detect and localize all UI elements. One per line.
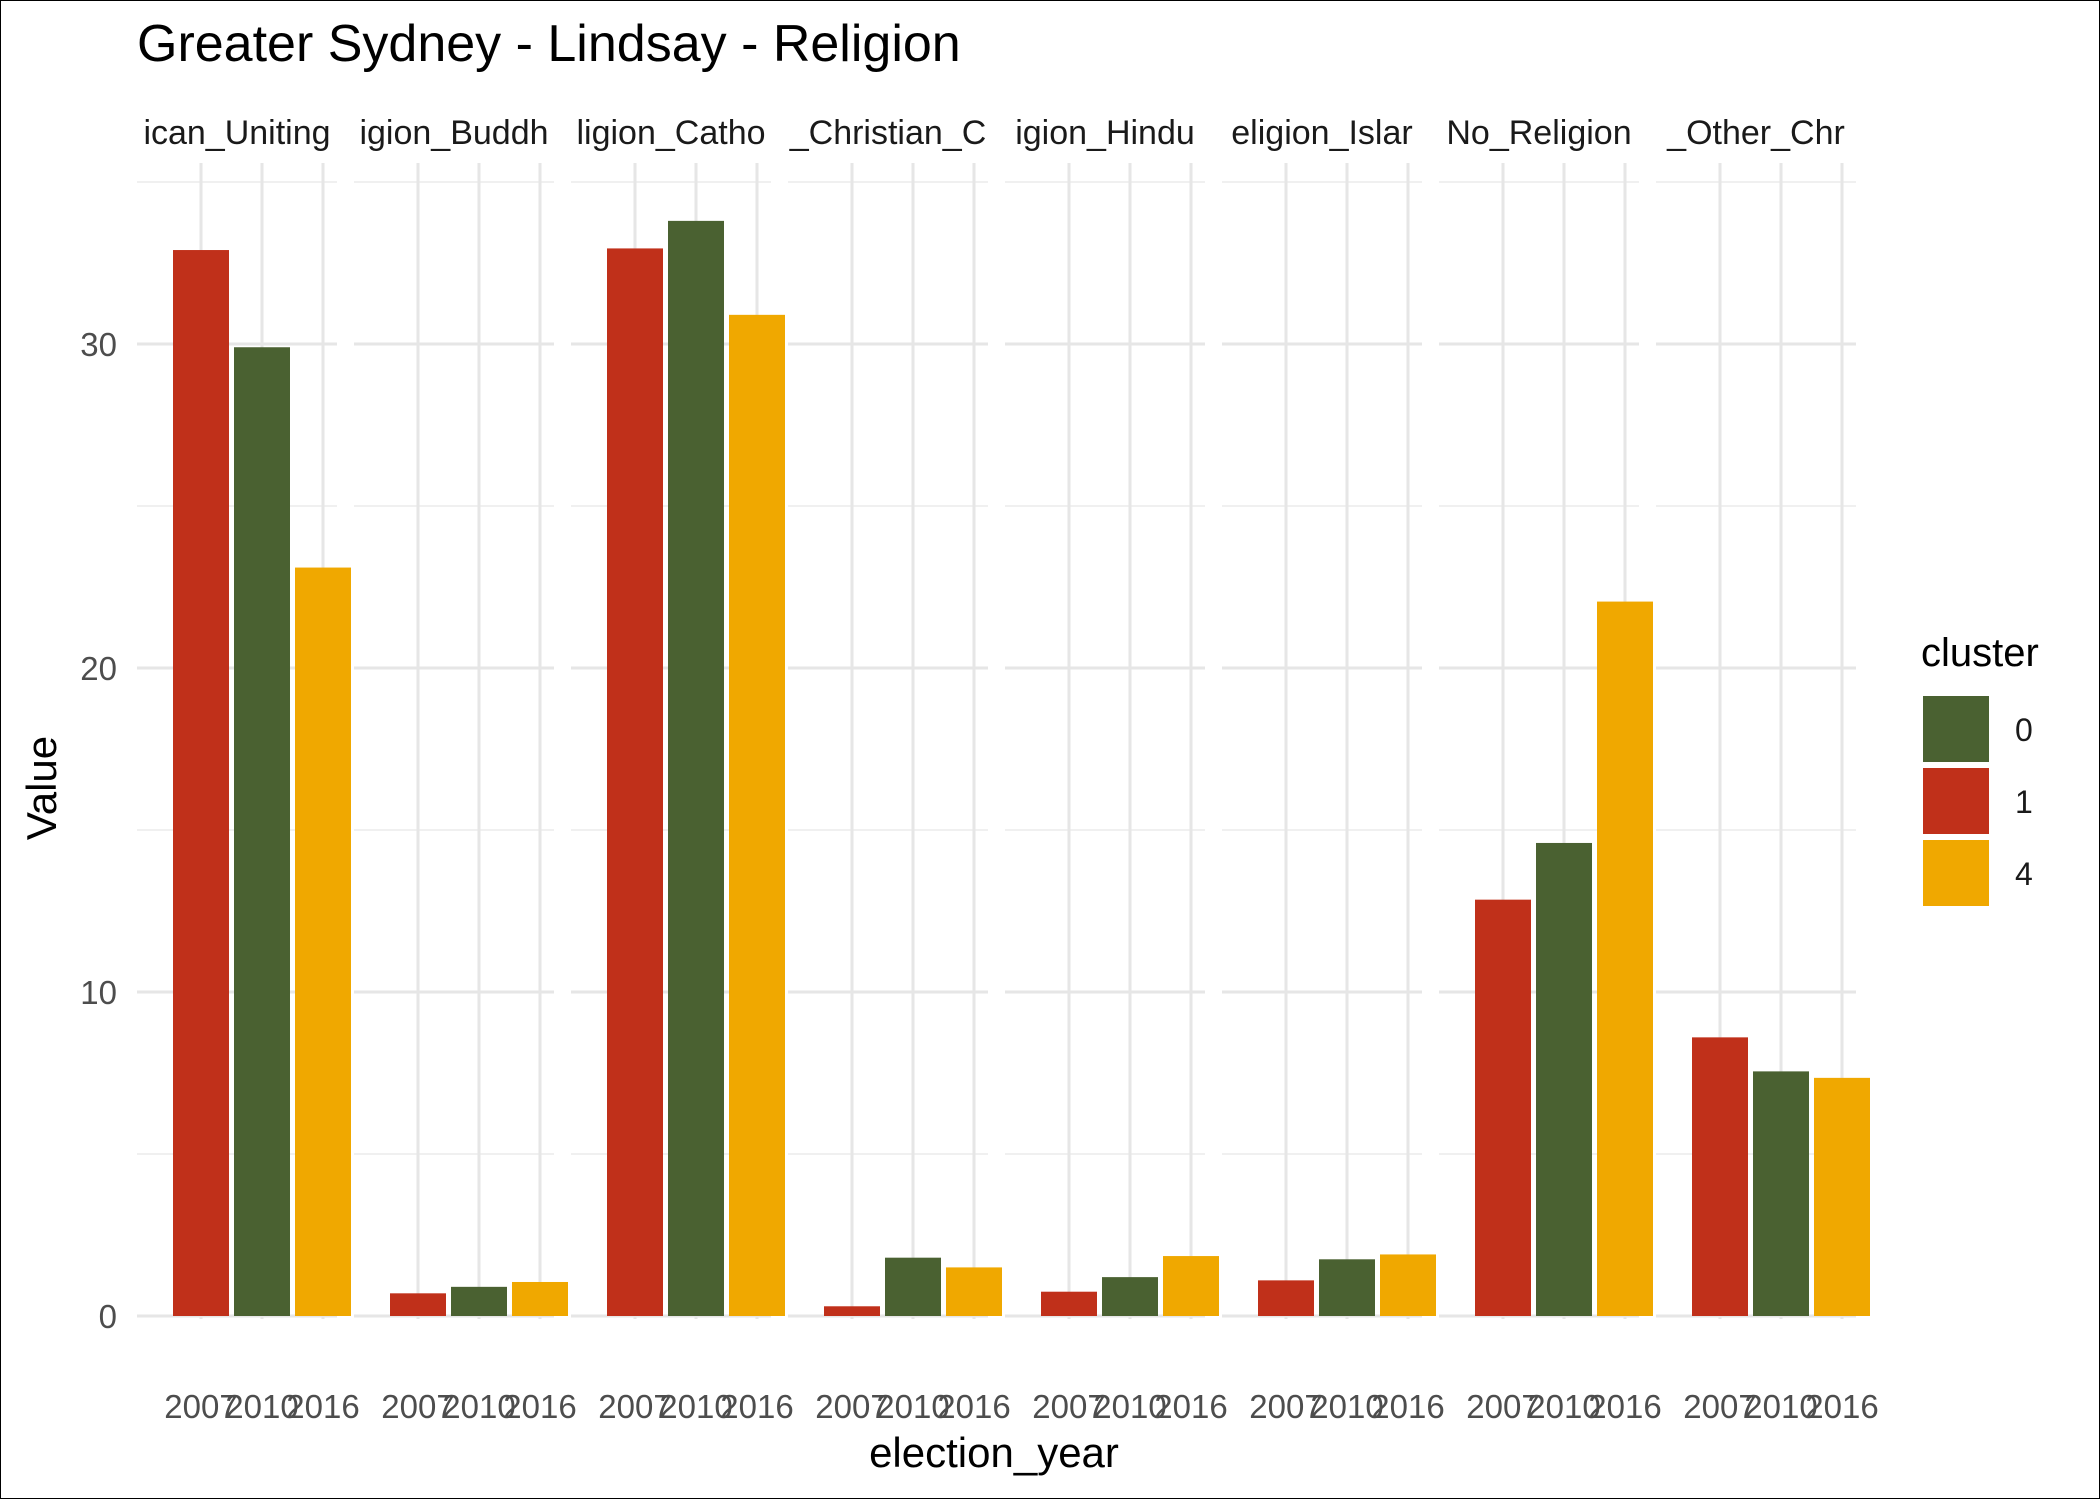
bar: [1475, 899, 1531, 1316]
y-tick-label: 20: [80, 650, 117, 687]
y-tick-label: 30: [80, 326, 117, 363]
facet-strip-label: _Other_Chr: [1666, 114, 1845, 152]
x-axis-title: election_year: [869, 1429, 1119, 1476]
bar: [1380, 1254, 1436, 1316]
bar: [668, 220, 724, 1316]
x-tick-label: 2016: [286, 1388, 359, 1425]
facet-strip-label: igion_Buddh: [359, 114, 548, 152]
x-tick-label: 2007: [1032, 1388, 1105, 1425]
bar: [1163, 1256, 1219, 1316]
legend-key-swatch: [1923, 696, 1989, 762]
x-tick-label: 2010: [1527, 1388, 1600, 1425]
x-tick-label: 2007: [164, 1388, 237, 1425]
legend-key-swatch: [1923, 768, 1989, 834]
facet-strip-label: eligion_Islar: [1231, 114, 1412, 152]
x-tick-label: 2016: [937, 1388, 1010, 1425]
x-tick-label: 2016: [1371, 1388, 1444, 1425]
x-tick-label: 2007: [598, 1388, 671, 1425]
facet-strip-label: ican_Uniting: [143, 114, 330, 152]
bar: [607, 248, 663, 1316]
x-tick-label: 2016: [1588, 1388, 1661, 1425]
x-tick-label: 2007: [381, 1388, 454, 1425]
bar: [1753, 1071, 1809, 1316]
x-tick-label: 2007: [815, 1388, 888, 1425]
bar: [512, 1281, 568, 1316]
bar: [729, 314, 785, 1317]
y-tick-label: 0: [99, 1298, 117, 1335]
x-tick-label: 2010: [442, 1388, 515, 1425]
x-tick-label: 2010: [1093, 1388, 1166, 1425]
x-tick-label: 2007: [1466, 1388, 1539, 1425]
legend: cluster 0 1 4: [1921, 631, 2039, 906]
x-tick-label: 2010: [1744, 1388, 1817, 1425]
x-tick-label: 2016: [720, 1388, 793, 1425]
x-tick-label: 2007: [1249, 1388, 1322, 1425]
x-tick-label: 2010: [225, 1388, 298, 1425]
legend-key-swatch: [1923, 840, 1989, 906]
x-tick-label: 2016: [1805, 1388, 1878, 1425]
facet-strip-label: _Christian_C: [789, 114, 987, 152]
x-tick-label: 2010: [659, 1388, 732, 1425]
bar: [1319, 1259, 1375, 1316]
x-tick-label: 2016: [503, 1388, 576, 1425]
x-tick-label: 2010: [876, 1388, 949, 1425]
legend-key-label: 0: [2015, 712, 2033, 748]
bar: [295, 567, 351, 1316]
bar: [451, 1286, 507, 1316]
bar: [390, 1293, 446, 1316]
bar: [1258, 1280, 1314, 1316]
bar: [946, 1267, 1002, 1316]
x-tick-label: 2007: [1683, 1388, 1756, 1425]
bar: [824, 1306, 880, 1316]
bar: [1102, 1277, 1158, 1316]
facet-strip-label: No_Religion: [1446, 114, 1631, 152]
bar: [885, 1257, 941, 1316]
y-tick-label: 10: [80, 974, 117, 1011]
bar: [1041, 1291, 1097, 1316]
legend-key-label: 4: [2015, 856, 2033, 892]
facet-strip-label: igion_Hindu: [1015, 114, 1195, 152]
legend-key-label: 1: [2015, 784, 2033, 820]
bar: [1692, 1037, 1748, 1316]
bar: [234, 347, 290, 1316]
bar: [1814, 1077, 1870, 1316]
legend-title: cluster: [1921, 631, 2039, 675]
bar: [173, 250, 229, 1316]
x-tick-label: 2010: [1310, 1388, 1383, 1425]
bars: [173, 220, 1870, 1317]
y-axis-title: Value: [18, 736, 65, 840]
facet-strip-label: ligion_Catho: [576, 114, 765, 152]
chart-title: Greater Sydney - Lindsay - Religion: [137, 15, 961, 73]
bar: [1597, 601, 1653, 1316]
bar: [1536, 842, 1592, 1316]
x-tick-label: 2016: [1154, 1388, 1227, 1425]
labels: Greater Sydney - Lindsay - Religion elec…: [18, 15, 1879, 1476]
